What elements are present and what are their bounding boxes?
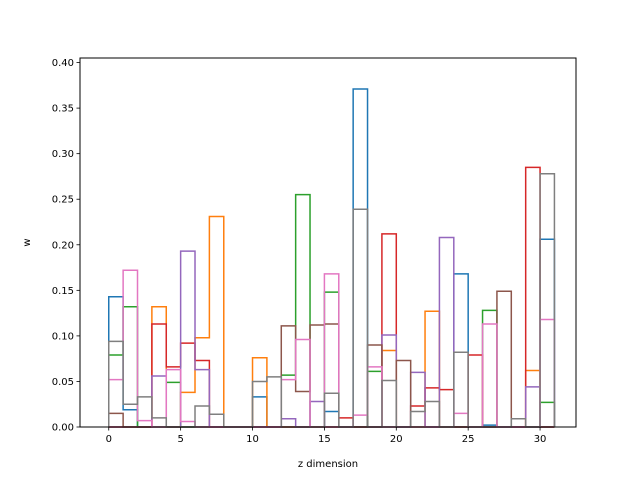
x-tick-label: 0 (106, 434, 112, 445)
histogram-series-3 (108, 193, 556, 428)
histogram-series-5 (108, 236, 555, 428)
y-tick-label: 0.00 (52, 423, 74, 434)
y-tick-label: 0.40 (52, 58, 74, 69)
x-tick-label: 15 (318, 434, 331, 445)
y-tick-label: 0.35 (52, 104, 74, 115)
y-tick-label: 0.15 (52, 286, 74, 297)
y-axis-label: w (22, 238, 33, 246)
plot-frame (79, 57, 577, 428)
y-axis: 0.00 0.05 0.10 0.15 0.20 0.25 0.30 0.35 0.40 (52, 58, 80, 434)
y-tick-label: 0.10 (52, 331, 74, 342)
histogram-series-4 (108, 166, 555, 428)
histogram-series-7 (108, 269, 556, 428)
x-tick-label: 25 (462, 434, 475, 445)
y-tick-label: 0.20 (52, 240, 74, 251)
y-tick-label: 0.25 (52, 195, 74, 206)
x-tick-label: 5 (177, 434, 183, 445)
histogram-series-1 (108, 88, 556, 428)
histogram-series-6 (108, 290, 555, 428)
y-tick-label: 0.05 (52, 377, 74, 388)
x-tick-label: 20 (390, 434, 403, 445)
x-tick-label: 10 (246, 434, 259, 445)
histogram-series-2 (108, 215, 555, 428)
series-layer (108, 88, 556, 428)
x-tick-label: 30 (534, 434, 547, 445)
x-axis: 0 5 10 15 20 25 30 (106, 427, 547, 445)
x-axis-label: z dimension (298, 459, 358, 470)
histogram-series-8 (108, 172, 556, 428)
y-tick-label: 0.30 (52, 149, 74, 160)
